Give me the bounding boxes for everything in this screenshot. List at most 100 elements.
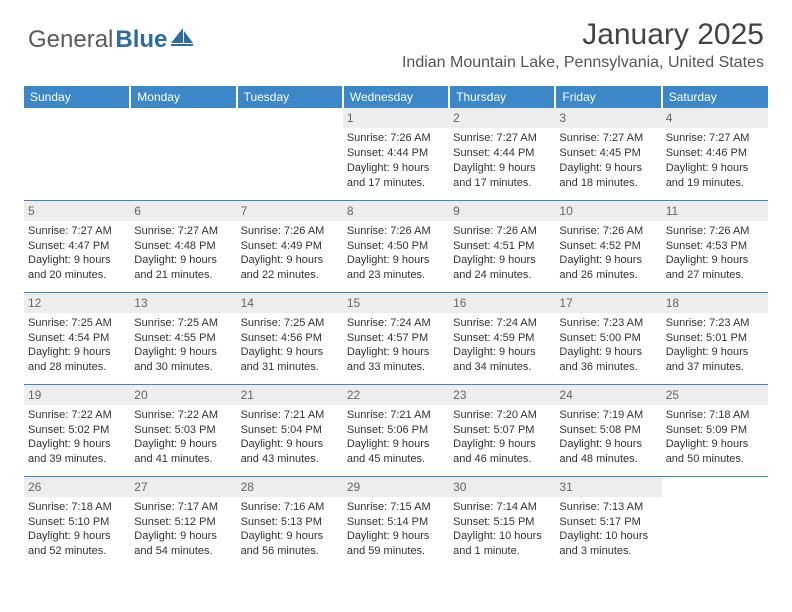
day-detail-line: and 59 minutes. [347,544,445,559]
day-detail-line: Daylight: 9 hours [347,345,445,360]
day-detail-line: Sunset: 5:04 PM [241,423,339,438]
day-detail-line: Sunset: 5:08 PM [559,423,657,438]
day-detail-line: Sunrise: 7:25 AM [241,316,339,331]
day-number: 2 [449,108,555,128]
day-detail-line: and 3 minutes. [559,544,657,559]
calendar-day-cell: 24Sunrise: 7:19 AMSunset: 5:08 PMDayligh… [555,384,661,476]
calendar-day-cell: 31Sunrise: 7:13 AMSunset: 5:17 PMDayligh… [555,476,661,568]
day-number: 18 [662,293,768,313]
day-detail-line: Sunset: 5:01 PM [666,331,764,346]
day-detail-line: Daylight: 9 hours [453,161,551,176]
day-number: 22 [343,385,449,405]
header: General Blue January 2025 Indian Mountai… [0,0,792,76]
day-detail-line: and 37 minutes. [666,360,764,375]
title-block: January 2025 Indian Mountain Lake, Penns… [402,18,764,72]
day-detail-line: and 46 minutes. [453,452,551,467]
day-detail-line: Sunrise: 7:22 AM [134,408,232,423]
dow-header: Thursday [449,86,555,108]
day-detail-line: Sunset: 4:48 PM [134,239,232,254]
day-detail-line: Sunset: 5:15 PM [453,515,551,530]
day-detail-line: Daylight: 9 hours [134,253,232,268]
calendar-day-cell: 19Sunrise: 7:22 AMSunset: 5:02 PMDayligh… [24,384,130,476]
calendar-day-cell: 12Sunrise: 7:25 AMSunset: 4:54 PMDayligh… [24,292,130,384]
day-detail-line: Daylight: 9 hours [134,529,232,544]
day-detail-line: and 33 minutes. [347,360,445,375]
day-detail-line: and 54 minutes. [134,544,232,559]
calendar-week: 1Sunrise: 7:26 AMSunset: 4:44 PMDaylight… [24,108,768,200]
day-number: 23 [449,385,555,405]
day-number: 16 [449,293,555,313]
logo-text-general: General [28,26,113,54]
calendar-day-cell [24,108,130,200]
day-number: 31 [555,477,661,497]
day-detail-line: Daylight: 9 hours [241,345,339,360]
day-detail-line: Daylight: 9 hours [666,161,764,176]
calendar-day-cell: 29Sunrise: 7:15 AMSunset: 5:14 PMDayligh… [343,476,449,568]
day-detail-line: and 50 minutes. [666,452,764,467]
day-detail-line: Sunrise: 7:26 AM [666,224,764,239]
day-detail-line: Sunrise: 7:18 AM [666,408,764,423]
day-detail-line: Sunrise: 7:18 AM [28,500,126,515]
day-number: 20 [130,385,236,405]
calendar-day-cell: 22Sunrise: 7:21 AMSunset: 5:06 PMDayligh… [343,384,449,476]
day-detail-line: Daylight: 9 hours [241,253,339,268]
day-number: 27 [130,477,236,497]
day-detail-line: Daylight: 9 hours [559,161,657,176]
day-detail-line: Sunset: 4:51 PM [453,239,551,254]
day-detail-line: Sunrise: 7:23 AM [559,316,657,331]
day-detail-line: Daylight: 10 hours [453,529,551,544]
day-detail-line: Daylight: 9 hours [347,437,445,452]
day-detail-line: and 27 minutes. [666,268,764,283]
calendar-week: 12Sunrise: 7:25 AMSunset: 4:54 PMDayligh… [24,292,768,384]
calendar-day-cell: 7Sunrise: 7:26 AMSunset: 4:49 PMDaylight… [237,200,343,292]
calendar-week: 19Sunrise: 7:22 AMSunset: 5:02 PMDayligh… [24,384,768,476]
day-detail-line: Sunrise: 7:13 AM [559,500,657,515]
day-detail-line: Sunset: 4:54 PM [28,331,126,346]
day-detail-line: Sunrise: 7:27 AM [666,131,764,146]
day-detail-line: Sunrise: 7:19 AM [559,408,657,423]
day-detail-line: Daylight: 9 hours [559,345,657,360]
calendar-day-cell: 10Sunrise: 7:26 AMSunset: 4:52 PMDayligh… [555,200,661,292]
day-detail-line: and 21 minutes. [134,268,232,283]
day-detail-line: Sunrise: 7:27 AM [134,224,232,239]
logo-text-blue: Blue [115,26,167,54]
day-number: 4 [662,108,768,128]
calendar-day-cell: 5Sunrise: 7:27 AMSunset: 4:47 PMDaylight… [24,200,130,292]
day-detail-line: Sunset: 4:55 PM [134,331,232,346]
day-detail-line: Sunrise: 7:24 AM [453,316,551,331]
day-number [24,108,130,128]
day-detail-line: Sunset: 4:53 PM [666,239,764,254]
day-detail-line: Daylight: 9 hours [241,437,339,452]
day-detail-line: Daylight: 9 hours [453,437,551,452]
day-detail-line: and 52 minutes. [28,544,126,559]
calendar-day-cell: 6Sunrise: 7:27 AMSunset: 4:48 PMDaylight… [130,200,236,292]
day-detail-line: Daylight: 9 hours [666,345,764,360]
day-detail-line: Sunset: 4:59 PM [453,331,551,346]
calendar-week: 26Sunrise: 7:18 AMSunset: 5:10 PMDayligh… [24,476,768,568]
day-detail-line: Daylight: 9 hours [28,437,126,452]
calendar-day-cell: 20Sunrise: 7:22 AMSunset: 5:03 PMDayligh… [130,384,236,476]
calendar-day-cell [662,476,768,568]
day-detail-line: Sunset: 5:00 PM [559,331,657,346]
day-detail-line: Sunset: 5:12 PM [134,515,232,530]
logo-sail-icon [171,28,193,46]
day-detail-line: Sunrise: 7:27 AM [559,131,657,146]
day-detail-line: and 28 minutes. [28,360,126,375]
day-detail-line: Daylight: 9 hours [453,345,551,360]
logo: General Blue [28,26,193,54]
day-number: 15 [343,293,449,313]
day-detail-line: and 26 minutes. [559,268,657,283]
day-detail-line: and 19 minutes. [666,176,764,191]
day-detail-line: Sunrise: 7:26 AM [453,224,551,239]
day-detail-line: Sunrise: 7:25 AM [134,316,232,331]
day-detail-line: Sunset: 4:45 PM [559,146,657,161]
day-detail-line: Sunrise: 7:27 AM [28,224,126,239]
day-number: 24 [555,385,661,405]
dow-header: Tuesday [237,86,343,108]
day-detail-line: Sunset: 4:50 PM [347,239,445,254]
calendar-day-cell [130,108,236,200]
day-number: 19 [24,385,130,405]
day-number: 1 [343,108,449,128]
day-number [237,108,343,128]
day-detail-line: Sunset: 4:44 PM [347,146,445,161]
